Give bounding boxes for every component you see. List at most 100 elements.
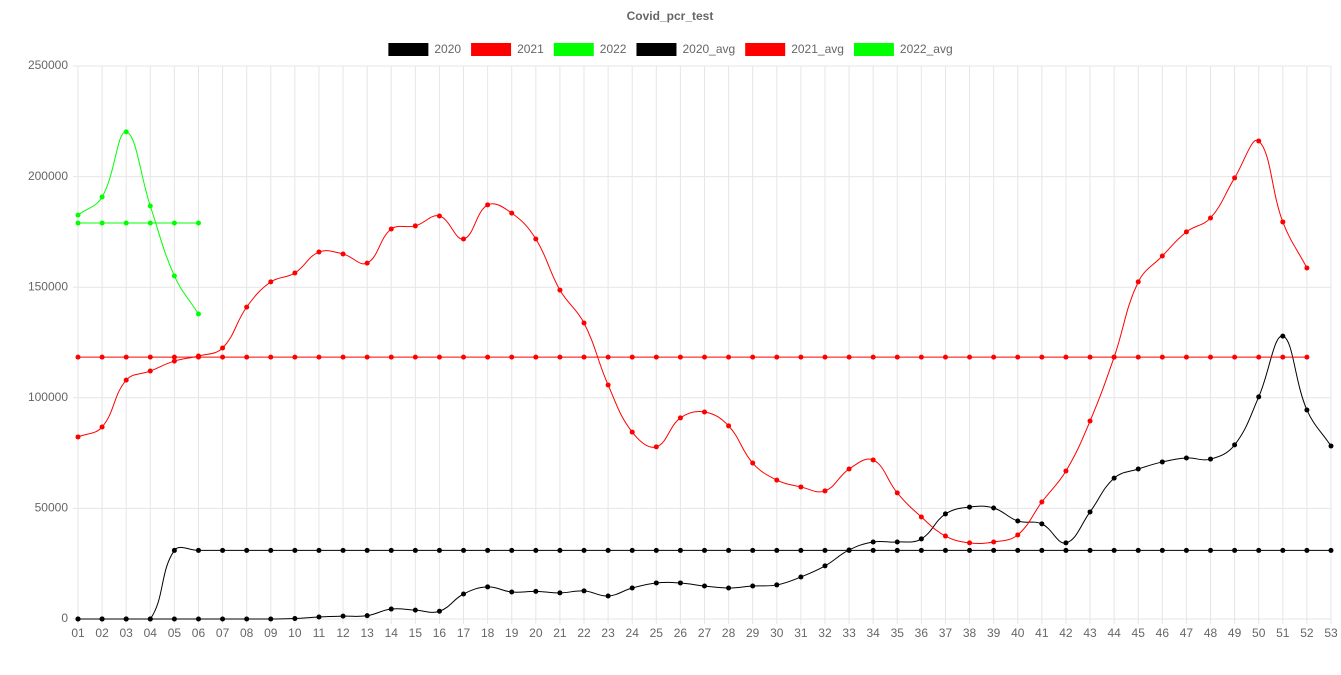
point bbox=[533, 588, 539, 594]
point bbox=[99, 354, 105, 360]
x-tick-label: 02 bbox=[95, 626, 109, 640]
point bbox=[1183, 547, 1189, 553]
point bbox=[1039, 521, 1045, 527]
point bbox=[1256, 354, 1262, 360]
point bbox=[244, 616, 250, 622]
point bbox=[268, 547, 274, 553]
point bbox=[774, 477, 780, 483]
point bbox=[1256, 547, 1262, 553]
point bbox=[605, 593, 611, 599]
point bbox=[1304, 547, 1310, 553]
legend-label: 2021_avg bbox=[791, 42, 844, 56]
x-tick-label: 22 bbox=[577, 626, 591, 640]
point bbox=[629, 585, 635, 591]
point bbox=[461, 354, 467, 360]
point bbox=[412, 223, 418, 229]
legend-swatch bbox=[853, 43, 894, 56]
legend-label: 2020 bbox=[434, 42, 461, 56]
x-tick-label: 09 bbox=[264, 626, 278, 640]
point bbox=[1208, 215, 1214, 221]
point bbox=[485, 584, 491, 590]
legend-item: 2022 bbox=[553, 42, 627, 56]
point bbox=[388, 606, 394, 612]
point bbox=[918, 536, 924, 542]
point bbox=[991, 505, 997, 511]
point bbox=[195, 547, 201, 553]
x-tick-label: 19 bbox=[505, 626, 519, 640]
point bbox=[942, 533, 948, 539]
point bbox=[1111, 475, 1117, 481]
point bbox=[846, 354, 852, 360]
x-tick-label: 44 bbox=[1107, 626, 1121, 640]
point bbox=[702, 547, 707, 553]
x-tick-label: 32 bbox=[818, 626, 832, 640]
point bbox=[677, 415, 683, 421]
line bbox=[77, 139, 1308, 545]
x-tick-label: 30 bbox=[770, 626, 784, 640]
point bbox=[726, 585, 732, 591]
point bbox=[653, 580, 659, 586]
point bbox=[1280, 333, 1286, 339]
point bbox=[967, 540, 973, 546]
point bbox=[1111, 547, 1117, 553]
point bbox=[726, 423, 732, 429]
x-tick-label: 33 bbox=[842, 626, 856, 640]
point bbox=[292, 354, 298, 360]
legend-label: 2022_avg bbox=[900, 42, 953, 56]
point bbox=[1063, 547, 1069, 553]
point bbox=[509, 547, 515, 553]
point bbox=[1280, 354, 1286, 360]
point bbox=[1304, 407, 1310, 413]
point bbox=[581, 354, 587, 360]
point bbox=[340, 354, 346, 360]
point bbox=[653, 354, 659, 360]
point bbox=[1183, 229, 1189, 235]
point bbox=[1208, 547, 1214, 553]
point bbox=[412, 354, 418, 360]
point bbox=[99, 424, 105, 430]
legend-label: 2022 bbox=[600, 42, 627, 56]
point bbox=[388, 226, 394, 232]
x-tick-label: 05 bbox=[168, 626, 182, 640]
point bbox=[533, 236, 539, 242]
legend-label: 2020_avg bbox=[682, 42, 735, 56]
x-tick-label: 07 bbox=[216, 626, 230, 640]
point bbox=[870, 457, 876, 463]
point bbox=[268, 354, 274, 360]
legend-item: 2021_avg bbox=[745, 42, 844, 56]
legend: 2020 2021 2022 2020_avg 2021_avg 2022_avg bbox=[388, 42, 953, 56]
point bbox=[581, 320, 587, 326]
point bbox=[798, 484, 804, 490]
point bbox=[244, 304, 250, 310]
point bbox=[147, 354, 153, 360]
point bbox=[774, 547, 780, 553]
point bbox=[846, 547, 852, 553]
point bbox=[461, 591, 467, 597]
point bbox=[244, 547, 250, 553]
x-tick-label: 18 bbox=[481, 626, 495, 640]
legend-swatch bbox=[636, 43, 677, 56]
point bbox=[942, 511, 948, 517]
x-tick-label: 11 bbox=[313, 626, 326, 640]
point bbox=[1280, 547, 1286, 553]
point bbox=[171, 273, 177, 279]
point bbox=[870, 547, 876, 553]
x-tick-label: 36 bbox=[915, 626, 929, 640]
point bbox=[1087, 418, 1093, 424]
x-tick-label: 35 bbox=[891, 626, 905, 640]
point bbox=[1232, 354, 1238, 360]
point bbox=[1087, 509, 1093, 515]
point bbox=[75, 212, 81, 218]
point bbox=[412, 547, 418, 553]
point bbox=[220, 547, 226, 553]
point bbox=[171, 358, 177, 364]
point bbox=[1135, 547, 1141, 553]
point bbox=[1232, 175, 1238, 181]
point bbox=[316, 547, 322, 553]
legend-swatch bbox=[471, 43, 512, 56]
x-tick-label: 52 bbox=[1300, 626, 1314, 640]
x-tick-label: 27 bbox=[698, 626, 712, 640]
point bbox=[1159, 547, 1165, 553]
point bbox=[195, 311, 201, 317]
point bbox=[1328, 443, 1334, 449]
